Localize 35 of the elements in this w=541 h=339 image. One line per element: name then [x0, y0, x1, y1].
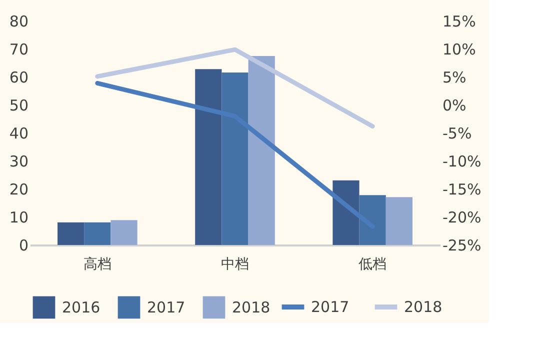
y-tick-label: 80	[9, 12, 28, 30]
y-tick-label: 60	[9, 68, 28, 86]
bar	[84, 222, 111, 245]
y-tick-label: 0	[18, 236, 28, 254]
legend-label: 2017	[311, 298, 350, 316]
y-tick-label: 10	[9, 208, 28, 226]
x-tick-label: 低档	[358, 256, 387, 272]
bar	[195, 69, 222, 245]
y2-tick-label: 10%	[442, 40, 476, 58]
x-tick-label: 高档	[83, 256, 112, 272]
legend-label: 2018	[232, 298, 270, 316]
y-tick-label: 50	[9, 96, 28, 114]
y-tick-label: 70	[9, 40, 28, 58]
y2-tick-label: -25%	[442, 236, 482, 254]
bar	[332, 180, 360, 245]
y-tick-label: 40	[9, 124, 28, 142]
bar	[222, 72, 248, 245]
x-tick-label: 中档	[221, 256, 249, 272]
y2-tick-label: 15%	[442, 12, 476, 30]
y2-tick-label: 5%	[442, 68, 466, 86]
legend-label: 2018	[404, 298, 442, 316]
legend-label: 2017	[147, 298, 186, 316]
bar	[248, 56, 275, 245]
y2-tick-label: -15%	[442, 180, 482, 198]
bar	[58, 222, 84, 245]
y2-tick-label: 0%	[442, 96, 466, 114]
y-tick-label: 20	[9, 180, 28, 198]
bar	[359, 195, 386, 245]
bar	[110, 220, 138, 245]
bar	[386, 197, 412, 245]
y2-tick-label: -20%	[442, 208, 482, 226]
y2-tick-label: -5%	[442, 124, 472, 142]
y-tick-label: 30	[9, 152, 28, 170]
y2-tick-label: -10%	[442, 152, 482, 170]
legend-label: 2016	[62, 298, 100, 316]
